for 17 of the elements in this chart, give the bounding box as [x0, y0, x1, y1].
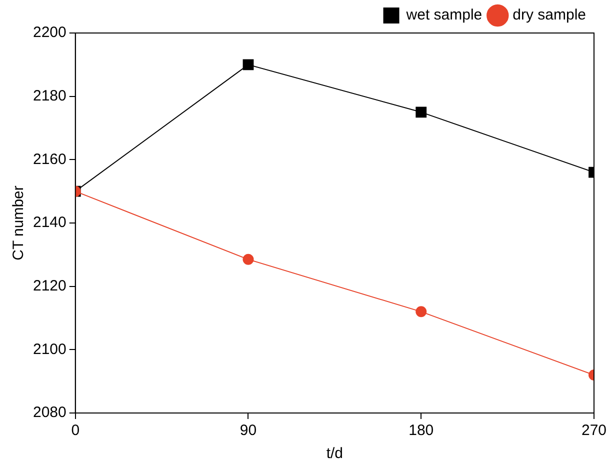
legend-label: dry sample	[512, 6, 586, 24]
y-tick-label: 2180	[32, 87, 66, 104]
y-axis-title: CT number	[10, 186, 28, 260]
y-tick-label: 2080	[32, 404, 66, 422]
y-tick-label: 2100	[32, 340, 66, 358]
x-tick-label: 270	[581, 422, 607, 440]
x-axis-title: t/d	[326, 445, 344, 462]
legend-label: wet sample	[405, 6, 482, 24]
x-tick-label: 90	[240, 422, 257, 440]
x-tick-label: 0	[71, 422, 80, 440]
x-tick-label: 180	[408, 422, 434, 440]
y-tick-label: 2140	[32, 214, 66, 232]
point	[416, 306, 427, 318]
y-tick-label: 2160	[32, 150, 66, 168]
point	[242, 254, 254, 265]
y-tick-label: 2200	[32, 24, 66, 42]
y-tick-label: 2120	[32, 277, 66, 294]
